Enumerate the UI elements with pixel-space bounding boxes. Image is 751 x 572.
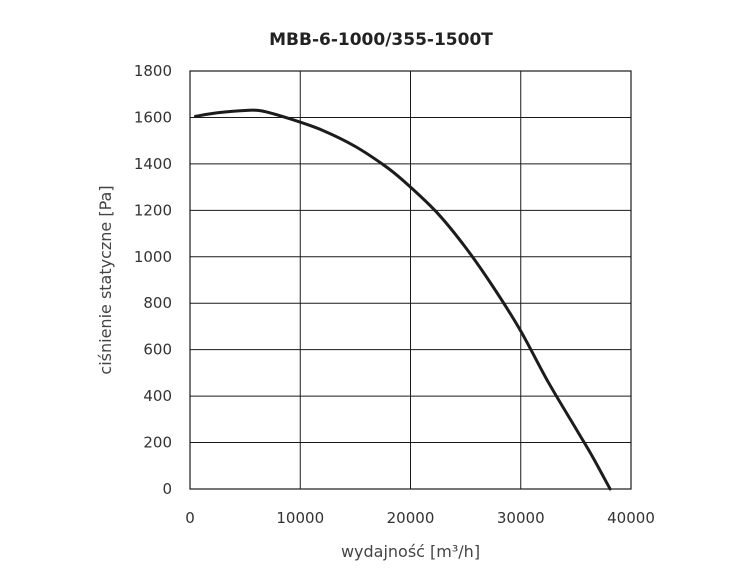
x-tick-label: 0 xyxy=(185,509,195,527)
x-tick-label: 40000 xyxy=(607,509,655,527)
y-tick-label: 0 xyxy=(162,480,172,498)
y-tick-label: 1600 xyxy=(134,108,172,126)
y-tick-label: 1000 xyxy=(134,248,172,266)
plot-frame xyxy=(189,70,632,490)
x-tick-label: 10000 xyxy=(276,509,324,527)
y-tick-label: 800 xyxy=(143,294,172,312)
y-axis-ticks: 0 200 400 600 800 1000 1200 1400 1600 1800 xyxy=(134,62,172,498)
y-tick-label: 1200 xyxy=(134,201,172,219)
y-axis-label: ciśnienie statyczne [Pa] xyxy=(96,185,115,374)
chart-title: MBB-6-1000/355-1500T xyxy=(269,30,493,50)
series-curve xyxy=(194,108,612,491)
x-tick-label: 20000 xyxy=(387,509,435,527)
x-axis-label: wydajność [m³/h] xyxy=(341,542,480,561)
y-tick-label: 1800 xyxy=(134,62,172,80)
x-tick-label: 30000 xyxy=(497,509,545,527)
y-tick-label: 1400 xyxy=(134,155,172,173)
y-tick-label: 600 xyxy=(143,341,172,359)
y-tick-label: 200 xyxy=(143,434,172,452)
x-axis-ticks: 0 10000 20000 30000 40000 xyxy=(185,509,655,527)
y-tick-label: 400 xyxy=(143,387,172,405)
grid-lines xyxy=(189,70,632,490)
